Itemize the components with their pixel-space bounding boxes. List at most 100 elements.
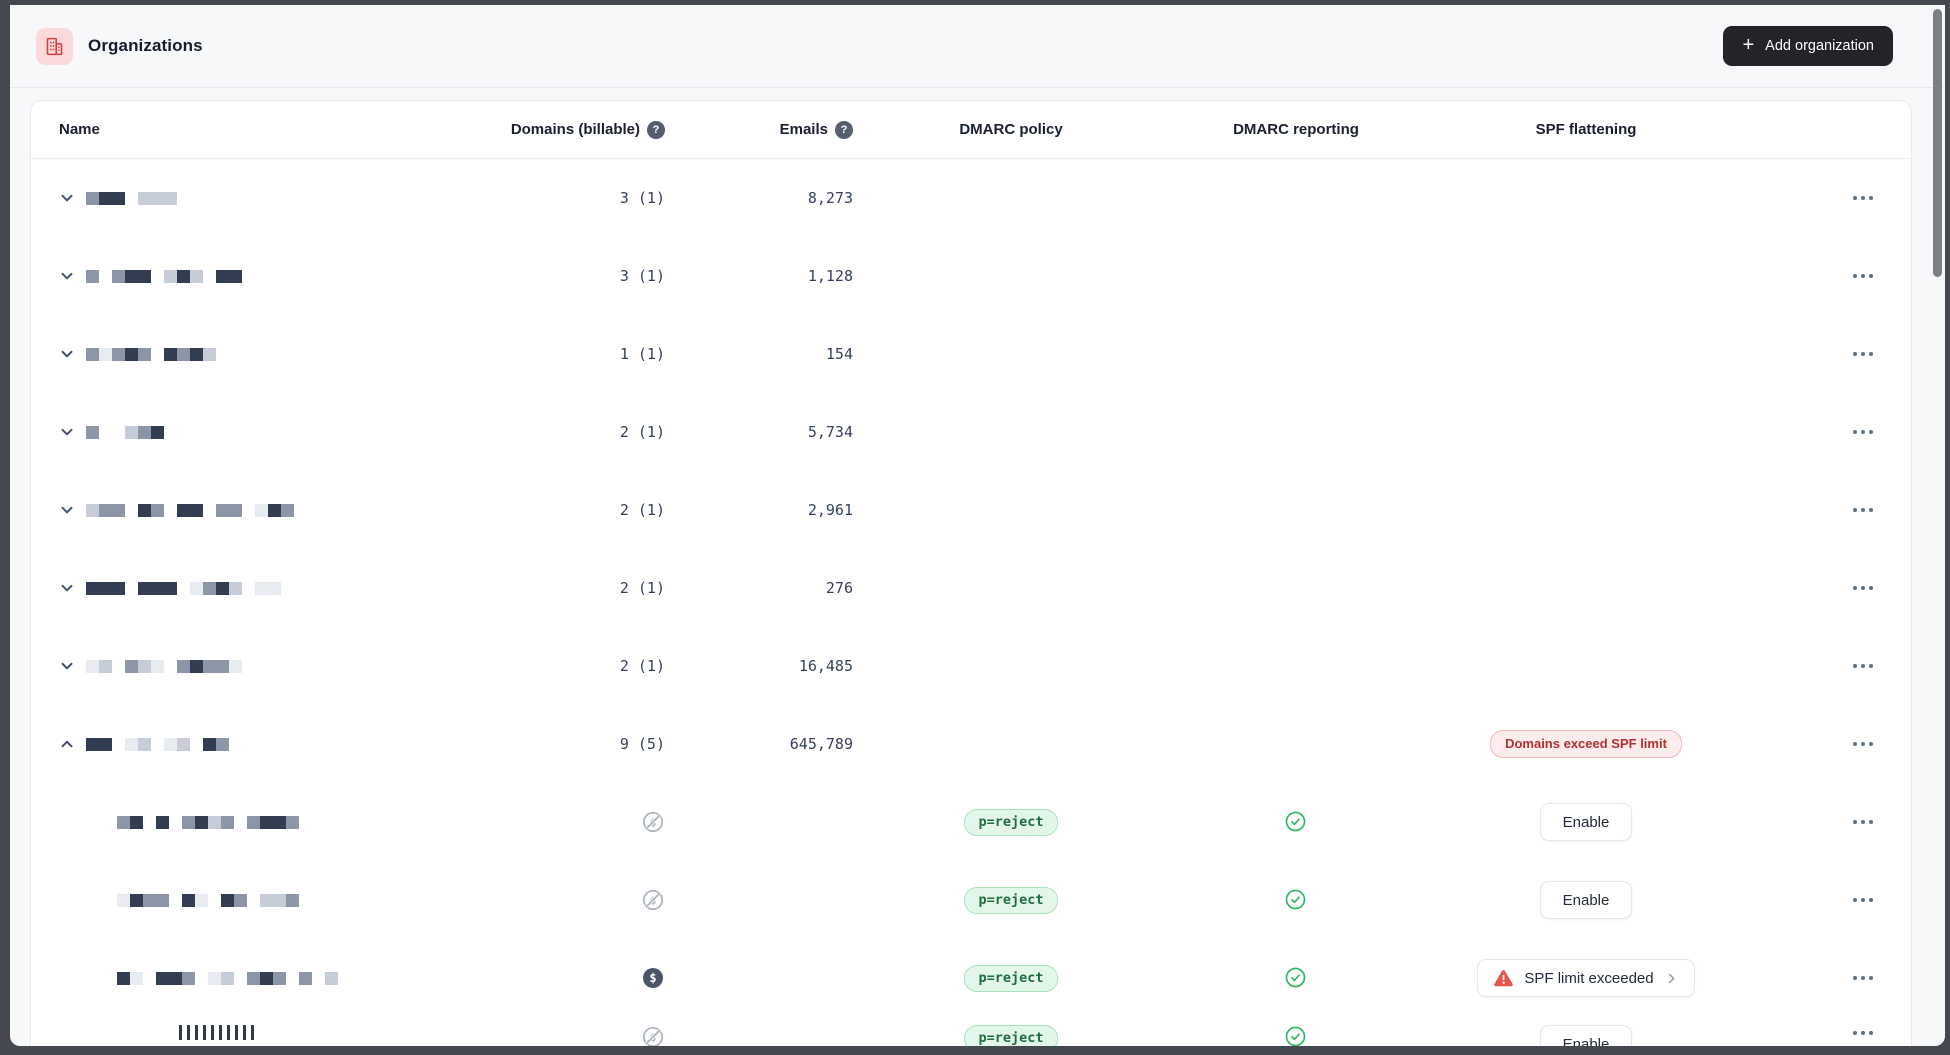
dot bbox=[1861, 430, 1865, 434]
dmarc-policy-badge: p=reject bbox=[964, 886, 1058, 914]
redaction-block bbox=[117, 971, 130, 985]
name-cell bbox=[31, 424, 453, 440]
name-cell bbox=[31, 580, 453, 596]
redaction-block bbox=[143, 816, 156, 829]
redaction-block bbox=[255, 503, 268, 517]
redaction-block bbox=[247, 894, 260, 907]
row-menu-button[interactable] bbox=[1851, 736, 1875, 752]
redaction-block bbox=[273, 971, 286, 985]
domains-count: 3 (1) bbox=[619, 189, 665, 207]
dmarc-policy-cell: p=reject bbox=[853, 808, 1169, 836]
redaction-block bbox=[325, 971, 338, 985]
row-menu-button[interactable] bbox=[1851, 346, 1875, 362]
actions-cell bbox=[1749, 502, 1911, 518]
actions-cell bbox=[1749, 814, 1911, 830]
redaction-block bbox=[216, 269, 229, 283]
redaction-block bbox=[125, 659, 138, 673]
redaction-block bbox=[177, 582, 190, 595]
redacted-name bbox=[86, 269, 242, 283]
dot bbox=[1861, 1031, 1865, 1035]
table-header-row: Name Domains (billable) ? Emails ? DMARC… bbox=[31, 101, 1911, 159]
actions-cell bbox=[1749, 970, 1911, 986]
dmarc-policy-cell: p=reject bbox=[853, 886, 1169, 914]
column-header-emails: Emails ? bbox=[665, 120, 853, 139]
domain-row: $ p=reject Enable bbox=[31, 1017, 1911, 1046]
chevron-down-icon[interactable] bbox=[59, 346, 75, 362]
redaction-block bbox=[216, 503, 229, 517]
spf-enable-button[interactable]: Enable bbox=[1539, 881, 1633, 919]
redacted-name bbox=[86, 659, 242, 673]
redaction-block bbox=[169, 816, 182, 829]
actions-cell bbox=[1749, 658, 1911, 674]
redaction-block bbox=[182, 893, 195, 907]
redaction-block bbox=[203, 347, 216, 361]
redaction-block bbox=[260, 815, 273, 829]
row-menu-button[interactable] bbox=[1851, 970, 1875, 986]
building-icon bbox=[36, 27, 73, 65]
redaction-block bbox=[138, 347, 151, 361]
dmarc-reporting-cell bbox=[1169, 1025, 1423, 1046]
redaction-block bbox=[286, 893, 299, 907]
help-icon[interactable]: ? bbox=[835, 120, 853, 139]
column-header-domains: Domains (billable) ? bbox=[453, 120, 665, 139]
scrollbar-thumb[interactable] bbox=[1933, 9, 1942, 277]
redacted-name bbox=[179, 1025, 259, 1040]
row-menu-button[interactable] bbox=[1851, 892, 1875, 908]
dot bbox=[1853, 352, 1857, 356]
row-menu-button[interactable] bbox=[1851, 268, 1875, 284]
domain-row: $ p=reject Enable bbox=[31, 783, 1911, 861]
spf-enable-button[interactable]: Enable bbox=[1539, 1025, 1633, 1046]
chevron-down-icon[interactable] bbox=[59, 502, 75, 518]
dot bbox=[1853, 976, 1857, 980]
domains-cell: 2 (1) bbox=[453, 657, 665, 675]
redaction-block bbox=[203, 1025, 206, 1040]
dot bbox=[1861, 352, 1865, 356]
redaction-block bbox=[99, 581, 112, 595]
redaction-block bbox=[247, 815, 260, 829]
redaction-block bbox=[99, 503, 112, 517]
add-organization-button[interactable]: + Add organization bbox=[1723, 26, 1893, 66]
redaction-block bbox=[211, 1025, 214, 1040]
actions-cell bbox=[1749, 892, 1911, 908]
redaction-block bbox=[125, 347, 138, 361]
chevron-down-icon[interactable] bbox=[59, 658, 75, 674]
redaction-block bbox=[273, 893, 286, 907]
redaction-block bbox=[86, 269, 99, 283]
row-menu-button[interactable] bbox=[1851, 658, 1875, 674]
chevron-down-icon[interactable] bbox=[59, 580, 75, 596]
redaction-block bbox=[86, 659, 99, 673]
dmarc-reporting-check-icon bbox=[1284, 1025, 1308, 1046]
name-cell bbox=[31, 658, 453, 674]
row-menu-button[interactable] bbox=[1851, 580, 1875, 596]
spf-limit-exceeded-button[interactable]: SPF limit exceeded bbox=[1477, 959, 1695, 997]
chevron-down-icon[interactable] bbox=[59, 268, 75, 284]
row-menu-button[interactable] bbox=[1851, 1025, 1875, 1041]
redacted-name bbox=[117, 815, 299, 829]
redaction-block bbox=[151, 581, 164, 595]
name-cell bbox=[31, 971, 453, 985]
row-menu-button[interactable] bbox=[1851, 424, 1875, 440]
row-menu-button[interactable] bbox=[1851, 190, 1875, 206]
dot bbox=[1869, 976, 1873, 980]
spf-enable-button[interactable]: Enable bbox=[1539, 803, 1633, 841]
row-menu-button[interactable] bbox=[1851, 814, 1875, 830]
redaction-block bbox=[177, 659, 190, 673]
chevron-up-icon[interactable] bbox=[59, 736, 75, 752]
redaction-block bbox=[260, 893, 273, 907]
dot bbox=[1861, 976, 1865, 980]
chevron-down-icon[interactable] bbox=[59, 190, 75, 206]
emails-cell: 154 bbox=[665, 345, 853, 363]
row-menu-button[interactable] bbox=[1851, 502, 1875, 518]
help-icon[interactable]: ? bbox=[647, 120, 665, 139]
chevron-down-icon[interactable] bbox=[59, 424, 75, 440]
redacted-name bbox=[86, 191, 177, 205]
redaction-block bbox=[208, 815, 221, 829]
domains-count: 9 (5) bbox=[619, 735, 665, 753]
domains-cell: 2 (1) bbox=[453, 501, 665, 519]
redaction-block bbox=[125, 425, 138, 439]
name-cell bbox=[31, 1025, 453, 1040]
redaction-block bbox=[195, 972, 208, 985]
plus-icon: + bbox=[1742, 34, 1755, 56]
name-cell bbox=[31, 736, 453, 752]
redaction-block bbox=[112, 660, 125, 673]
